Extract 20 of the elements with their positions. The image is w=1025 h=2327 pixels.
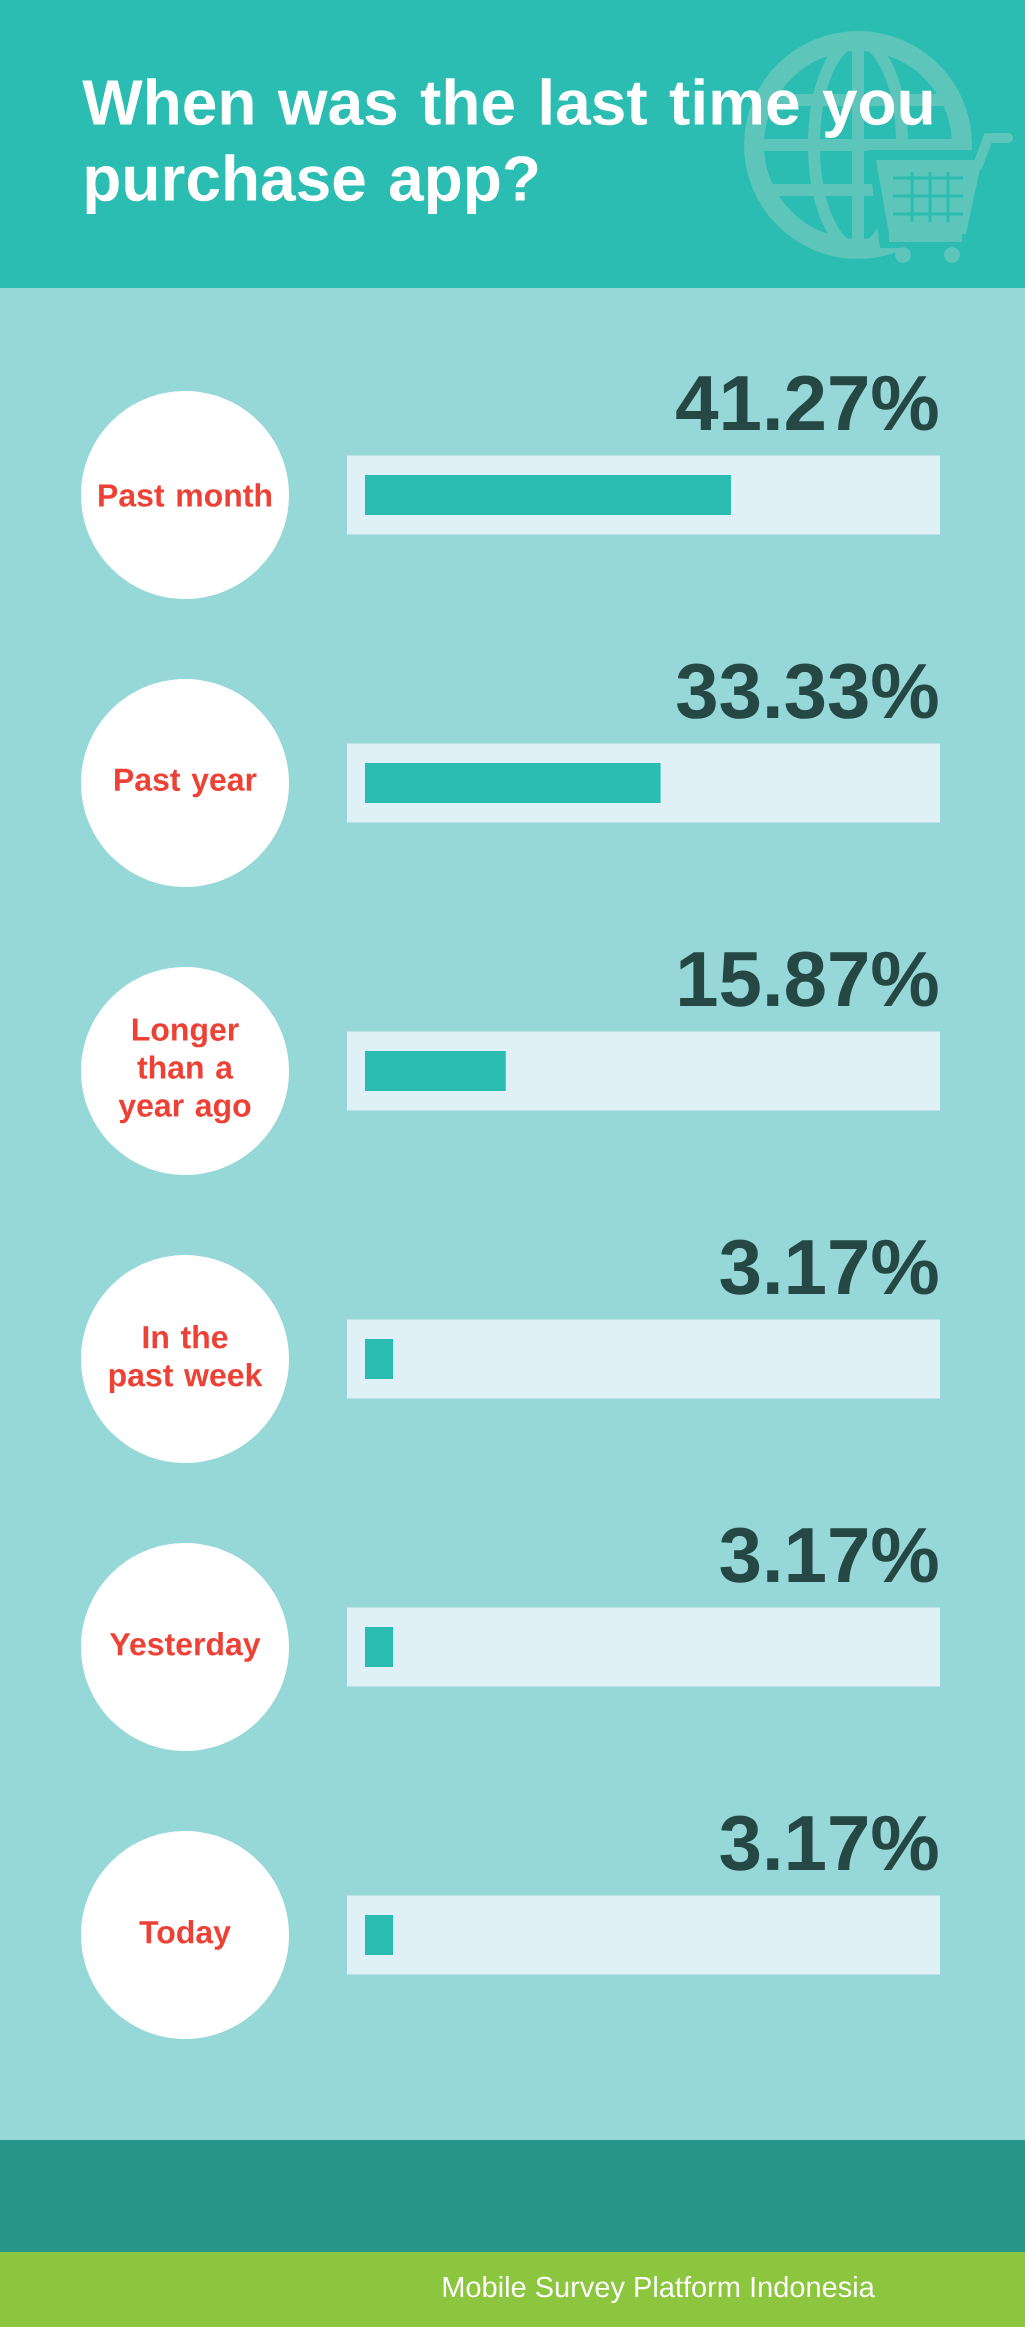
data-label: 3.17% — [720, 1815, 938, 1871]
data-label: 3.17% — [720, 1527, 938, 1583]
chart-title: When was the last time you purchase app? — [82, 78, 932, 214]
y-tick-label: Past month — [99, 483, 272, 507]
bar — [365, 1050, 506, 1091]
data-label: 41.27% — [676, 375, 938, 431]
data-label: 15.87% — [680, 951, 938, 1007]
bar — [365, 1626, 394, 1667]
bar — [365, 1338, 394, 1379]
data-label: 33.33% — [676, 663, 938, 719]
bar — [365, 1914, 394, 1955]
y-tick-label: Past year — [115, 768, 257, 798]
y-tick-label: Today — [139, 1920, 231, 1950]
text: Mobile Survey Platform Indonesia — [443, 2275, 875, 2304]
data-label: 3.17% — [720, 1239, 938, 1295]
bar — [365, 474, 732, 515]
bar — [365, 762, 661, 803]
y-tick-label: Longer than a year ago — [118, 1018, 251, 1124]
y-tick-label: Yesterday — [109, 1632, 261, 1662]
y-tick-label: In the past week — [109, 1325, 263, 1393]
